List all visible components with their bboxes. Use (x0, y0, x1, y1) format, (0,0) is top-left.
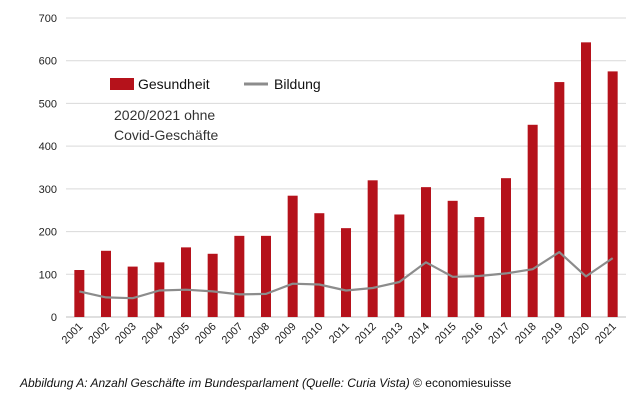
legend-label-gesundheit: Gesundheit (138, 76, 210, 92)
x-tick-label: 2005 (166, 321, 192, 347)
y-tick-label: 100 (39, 269, 57, 281)
legend: Gesundheit Bildung (110, 76, 321, 92)
bar-gesundheit-2006 (207, 253, 218, 317)
bar-gesundheit-2011 (341, 228, 351, 317)
y-axis-ticks: 0 100 200 300 400 500 600 700 (39, 13, 57, 324)
x-tick-label: 2015 (433, 321, 459, 347)
y-tick-label: 400 (39, 141, 57, 153)
bar-gesundheit-2003 (127, 266, 138, 317)
x-tick-label: 2004 (140, 321, 166, 347)
caption-copyright: © economiesuisse (413, 376, 512, 390)
x-tick-label: 2009 (273, 321, 299, 347)
bar-gesundheit-2019 (554, 82, 565, 317)
y-tick-label: 700 (39, 13, 57, 25)
x-tick-label: 2001 (60, 321, 86, 347)
x-tick-label: 2017 (486, 321, 512, 347)
x-tick-label: 2002 (86, 321, 112, 347)
bar-gesundheit-2001 (74, 270, 85, 317)
x-tick-label: 2013 (380, 321, 406, 347)
x-tick-label: 2012 (353, 321, 379, 347)
x-tick-label: 2008 (246, 321, 272, 347)
x-tick-label: 2011 (327, 321, 352, 346)
caption-text: Abbildung A: Anzahl Geschäfte im Bundesp… (20, 376, 414, 390)
x-tick-label: 2018 (513, 321, 539, 347)
y-tick-label: 600 (39, 56, 57, 68)
bar-gesundheit-2014 (421, 187, 431, 317)
bar-gesundheit-2017 (501, 178, 511, 317)
bar-gesundheit-2015 (447, 200, 458, 317)
x-tick-label: 2010 (300, 321, 326, 347)
bar-gesundheit-2005 (181, 247, 191, 317)
x-tick-label: 2003 (113, 321, 139, 347)
line-bildung (79, 251, 614, 300)
annotation-line-1: 2020/2021 ohne (114, 107, 215, 123)
x-tick-label: 2020 (566, 321, 592, 347)
bar-gesundheit-2002 (101, 250, 111, 317)
x-axis-ticks: 2001 2002 2003 2004 2005 2006 2007 2008 2009 2010… (60, 321, 619, 347)
bar-gesundheit-2008 (261, 235, 271, 317)
x-tick-label: 2019 (540, 321, 566, 347)
annotation: 2020/2021 ohne Covid-Geschäfte (114, 107, 218, 143)
bar-gesundheit-2007 (234, 235, 245, 317)
y-tick-label: 200 (39, 227, 57, 239)
legend-label-bildung: Bildung (274, 76, 321, 92)
figure-caption: Abbildung A: Anzahl Geschäfte im Bundesp… (20, 376, 511, 390)
bar-gesundheit-2018 (527, 124, 538, 318)
x-tick-label: 2007 (220, 321, 246, 347)
x-tick-label: 2021 (593, 321, 619, 347)
y-tick-label: 300 (39, 184, 57, 196)
bar-gesundheit-2009 (287, 195, 298, 317)
x-tick-label: 2014 (406, 321, 432, 347)
bar-gesundheit-2021 (607, 71, 618, 318)
legend-swatch-gesundheit (110, 78, 134, 90)
x-tick-label: 2006 (193, 321, 219, 347)
bar-gesundheit-2013 (394, 214, 405, 317)
bar-gesundheit-2020 (581, 42, 591, 318)
bar-gesundheit-2016 (474, 217, 485, 317)
bildung-line (79, 251, 614, 300)
x-tick-label: 2016 (460, 321, 486, 347)
annotation-line-2: Covid-Geschäfte (114, 127, 218, 143)
y-tick-label: 0 (51, 312, 57, 324)
y-tick-label: 500 (39, 98, 57, 110)
bar-gesundheit-2012 (367, 180, 378, 317)
bar-gesundheit-2010 (314, 213, 325, 317)
